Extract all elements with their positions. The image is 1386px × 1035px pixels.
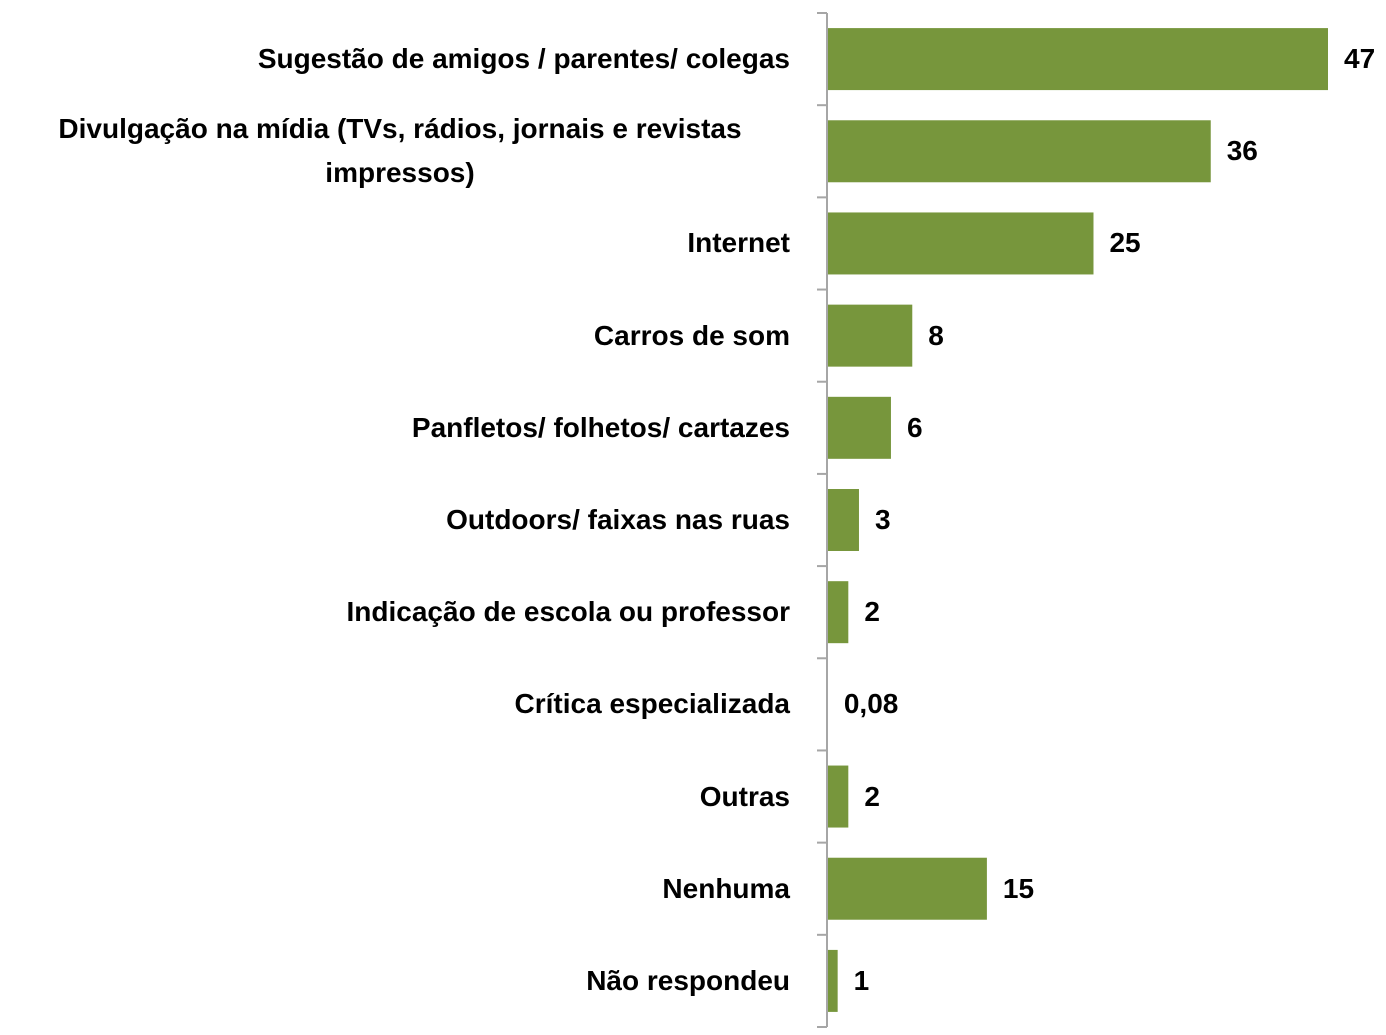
value-label: 2 bbox=[864, 780, 880, 812]
category-label: Outras bbox=[10, 775, 790, 819]
bar bbox=[827, 396, 891, 459]
category-label: Não respondeu bbox=[10, 959, 790, 1003]
category-label-text: Panfletos/ folhetos/ cartazes bbox=[411, 411, 790, 443]
bar bbox=[827, 212, 1094, 275]
bar bbox=[827, 857, 987, 920]
category-label: Carros de som bbox=[10, 314, 790, 358]
bar bbox=[827, 28, 1328, 91]
bar bbox=[827, 304, 913, 367]
category-label-text: Indicação de escola ou professor bbox=[346, 596, 790, 628]
category-label-text: Outras bbox=[699, 780, 790, 812]
value-label: 1 bbox=[853, 964, 870, 996]
category-label-text: Divulgação na mídia (TVs, rádios, jornai… bbox=[58, 113, 742, 189]
category-label: Internet bbox=[10, 221, 790, 265]
bar bbox=[827, 581, 849, 644]
category-label-text: Nenhuma bbox=[662, 872, 790, 904]
category-label: Panfletos/ folhetos/ cartazes bbox=[10, 406, 790, 450]
category-label: Nenhuma bbox=[10, 867, 790, 911]
category-label-text: Sugestão de amigos / parentes/ colegas bbox=[257, 43, 790, 75]
value-label: 25 bbox=[1109, 227, 1141, 259]
value-label: 15 bbox=[1002, 872, 1035, 904]
category-label: Crítica especializada bbox=[10, 682, 790, 726]
category-label: Sugestão de amigos / parentes/ colegas bbox=[10, 37, 790, 81]
category-label-text: Outdoors/ faixas nas ruas bbox=[446, 504, 790, 535]
category-label-text: Internet bbox=[687, 227, 790, 259]
value-label: 2 bbox=[864, 596, 880, 628]
bar bbox=[827, 949, 838, 1012]
value-label: 8 bbox=[928, 319, 944, 351]
category-label: Outdoors/ faixas nas ruas bbox=[10, 498, 790, 542]
category-label: Divulgação na mídia (TVs, rádios, jornai… bbox=[10, 107, 790, 195]
value-label: 6 bbox=[906, 411, 923, 443]
category-label-text: Crítica especializada bbox=[514, 688, 790, 720]
category-label-text: Não respondeu bbox=[586, 964, 790, 996]
bar bbox=[827, 489, 859, 551]
value-label: 47 bbox=[1344, 43, 1376, 75]
value-label: 0,08 bbox=[843, 688, 899, 720]
value-label: 36 bbox=[1226, 135, 1258, 167]
bar bbox=[827, 120, 1211, 183]
category-label-text: Carros de som bbox=[593, 319, 790, 351]
bar bbox=[827, 765, 849, 828]
value-label: 3 bbox=[874, 504, 891, 535]
category-label: Indicação de escola ou professor bbox=[10, 590, 790, 634]
